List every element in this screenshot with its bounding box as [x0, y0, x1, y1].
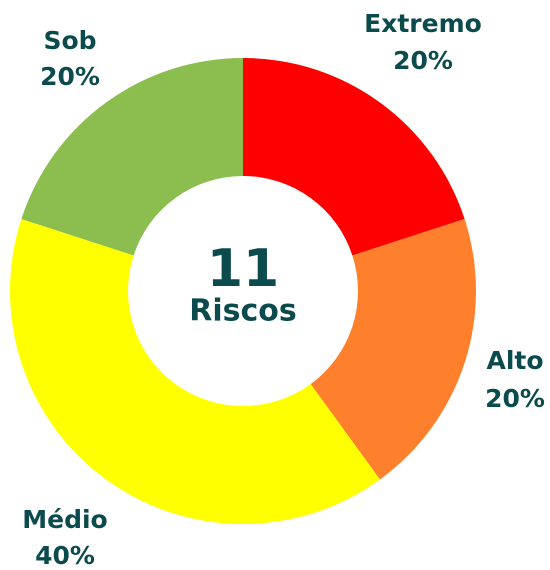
donut-segment — [21, 58, 243, 256]
category-label: Alto — [486, 346, 543, 375]
value-label: 20% — [393, 46, 453, 75]
donut-segment — [243, 58, 465, 256]
value-label: 40% — [35, 541, 95, 570]
value-label: 20% — [485, 384, 545, 413]
category-label: Médio — [22, 505, 107, 534]
center-label: Riscos — [189, 294, 297, 329]
category-label: Sob — [43, 26, 96, 55]
category-label: Extremo — [364, 9, 482, 38]
donut-segment — [9, 218, 380, 525]
donut-segment — [310, 218, 476, 480]
value-label: 20% — [40, 62, 100, 91]
center-value: 11 — [207, 239, 279, 299]
